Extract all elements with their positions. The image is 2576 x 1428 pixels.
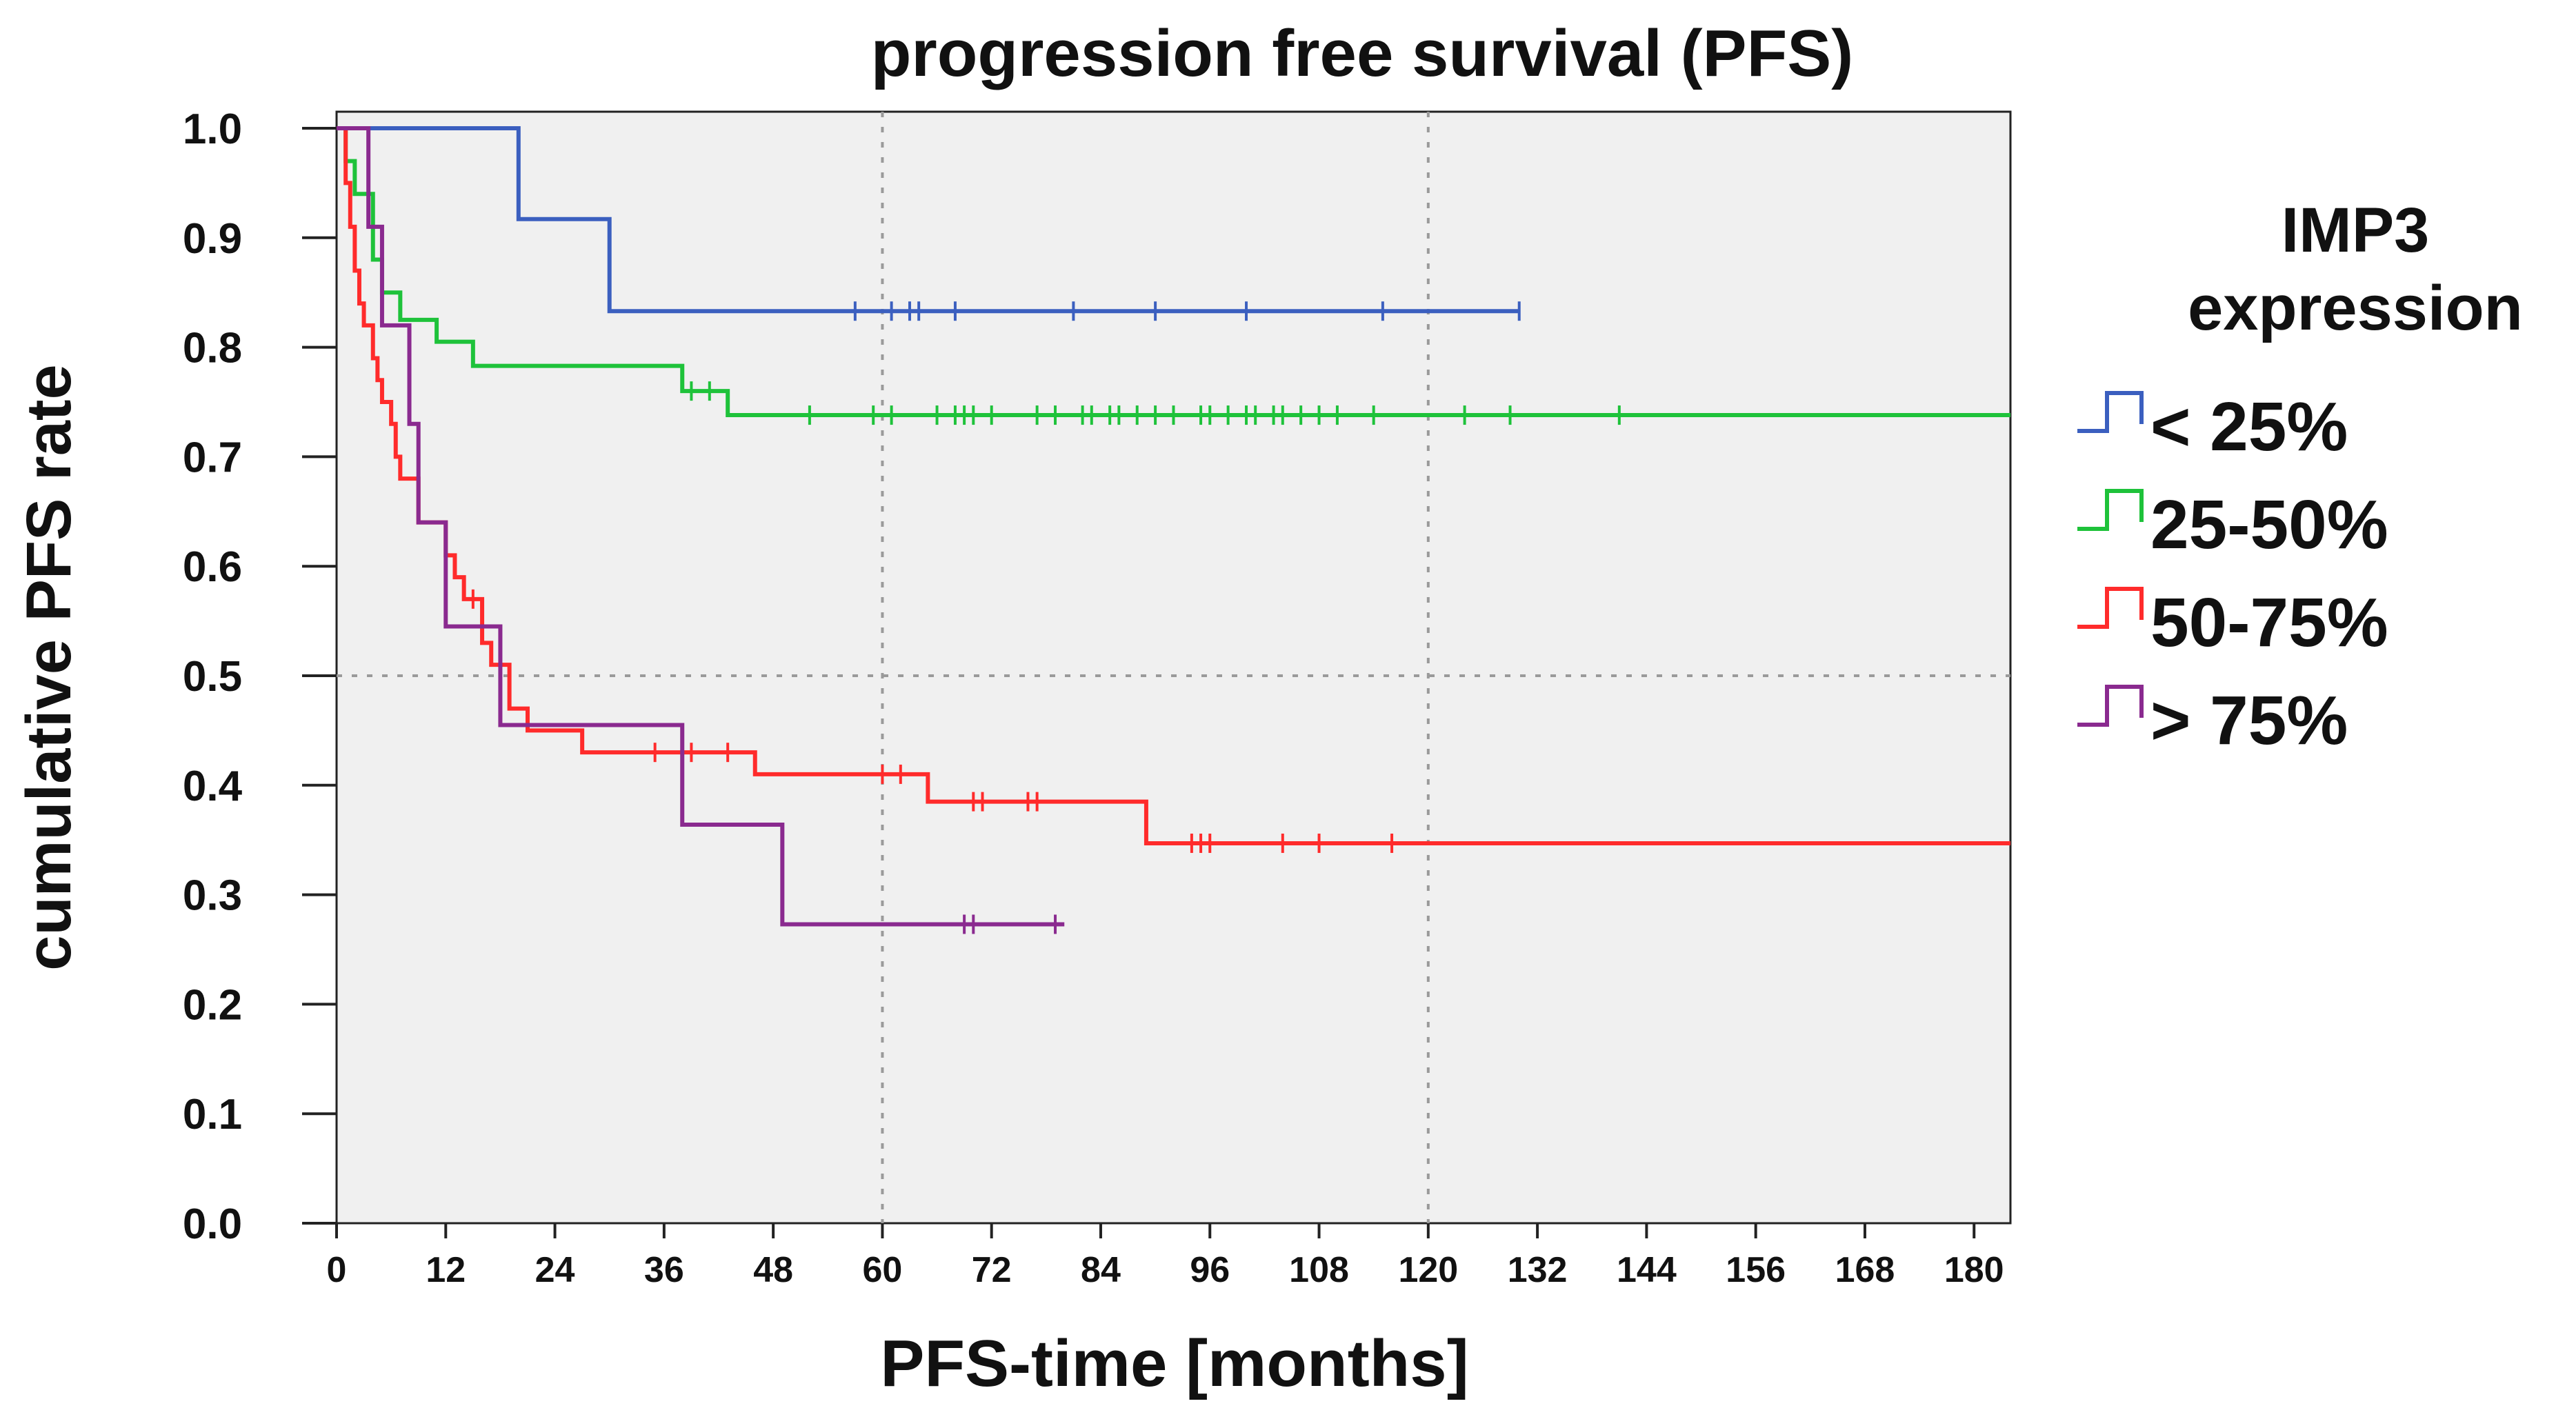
x-tick-label: 180 [1944,1250,2004,1290]
legend-item: 25-50% [2077,486,2388,563]
y-tick-label: 0.1 [183,1091,242,1138]
y-axis-label: cumulative PFS rate [14,364,84,970]
legend-swatch [2077,391,2144,433]
x-tick-label: 24 [535,1250,575,1290]
x-tick-label: 96 [1190,1250,1230,1290]
y-tick-label: 0.6 [183,543,242,591]
chart-title: progression free survival (PFS) [871,17,1853,90]
legend-title-line2: expression [2188,273,2523,343]
x-tick-label: 84 [1081,1250,1121,1290]
legend-item: < 25% [2077,388,2348,465]
plot-area [335,110,2012,1225]
legend-label: > 75% [2150,682,2348,759]
legend-label: 25-50% [2150,486,2388,563]
x-tick-label: 36 [644,1250,684,1290]
series-1 [337,126,2010,425]
y-tick-label: 0.3 [183,872,242,920]
y-tick-label: 0.4 [183,763,243,810]
legend-item: 50-75% [2077,584,2388,661]
y-tick-label: 0.9 [183,215,242,263]
y-tick-label: 0.7 [183,434,242,481]
x-tick-label: 156 [1726,1250,1786,1290]
legend-label: < 25% [2150,388,2348,465]
y-tick-label: 0.5 [183,653,242,701]
x-tick-label: 72 [972,1250,1012,1290]
series-0 [337,126,1521,321]
x-tick-label: 168 [1835,1250,1895,1290]
y-tick-label: 0.0 [183,1200,242,1248]
reference-lines [337,112,2010,1223]
y-tick-label: 0.2 [183,981,242,1029]
x-tick-label: 108 [1289,1250,1349,1290]
legend-items: < 25% 25-50% 50-75% > 75% [2077,388,2388,759]
x-axis-label: PFS-time [months] [880,1327,1468,1400]
y-tick-label: 1.0 [183,105,242,153]
series-line [337,126,2010,418]
legend-item: > 75% [2077,682,2348,759]
series-3 [337,126,1065,934]
axes: 0 12 24 36 48 60 72 84 96 108 120 132 144 156 168 180 0.… [183,105,2004,1290]
x-tick-label: 144 [1617,1250,1677,1290]
legend-swatch [2077,489,2144,531]
series-layer [337,126,2010,934]
legend-swatch [2077,685,2144,727]
x-tick-label: 120 [1398,1250,1458,1290]
series-line [337,126,1519,314]
x-tick-label: 12 [426,1250,466,1290]
x-tick-label: 60 [862,1250,902,1290]
legend: IMP3 expression < 25% 25-50% 50-75% > 75% [2077,195,2523,759]
legend-swatch [2077,587,2144,629]
x-tick-label: 0 [327,1250,347,1290]
x-tick-label: 48 [753,1250,793,1290]
series-line [337,126,1065,927]
legend-label: 50-75% [2150,584,2388,661]
y-tick-label: 0.8 [183,325,242,372]
x-tick-label: 132 [1508,1250,1568,1290]
legend-title-line1: IMP3 [2282,195,2430,265]
